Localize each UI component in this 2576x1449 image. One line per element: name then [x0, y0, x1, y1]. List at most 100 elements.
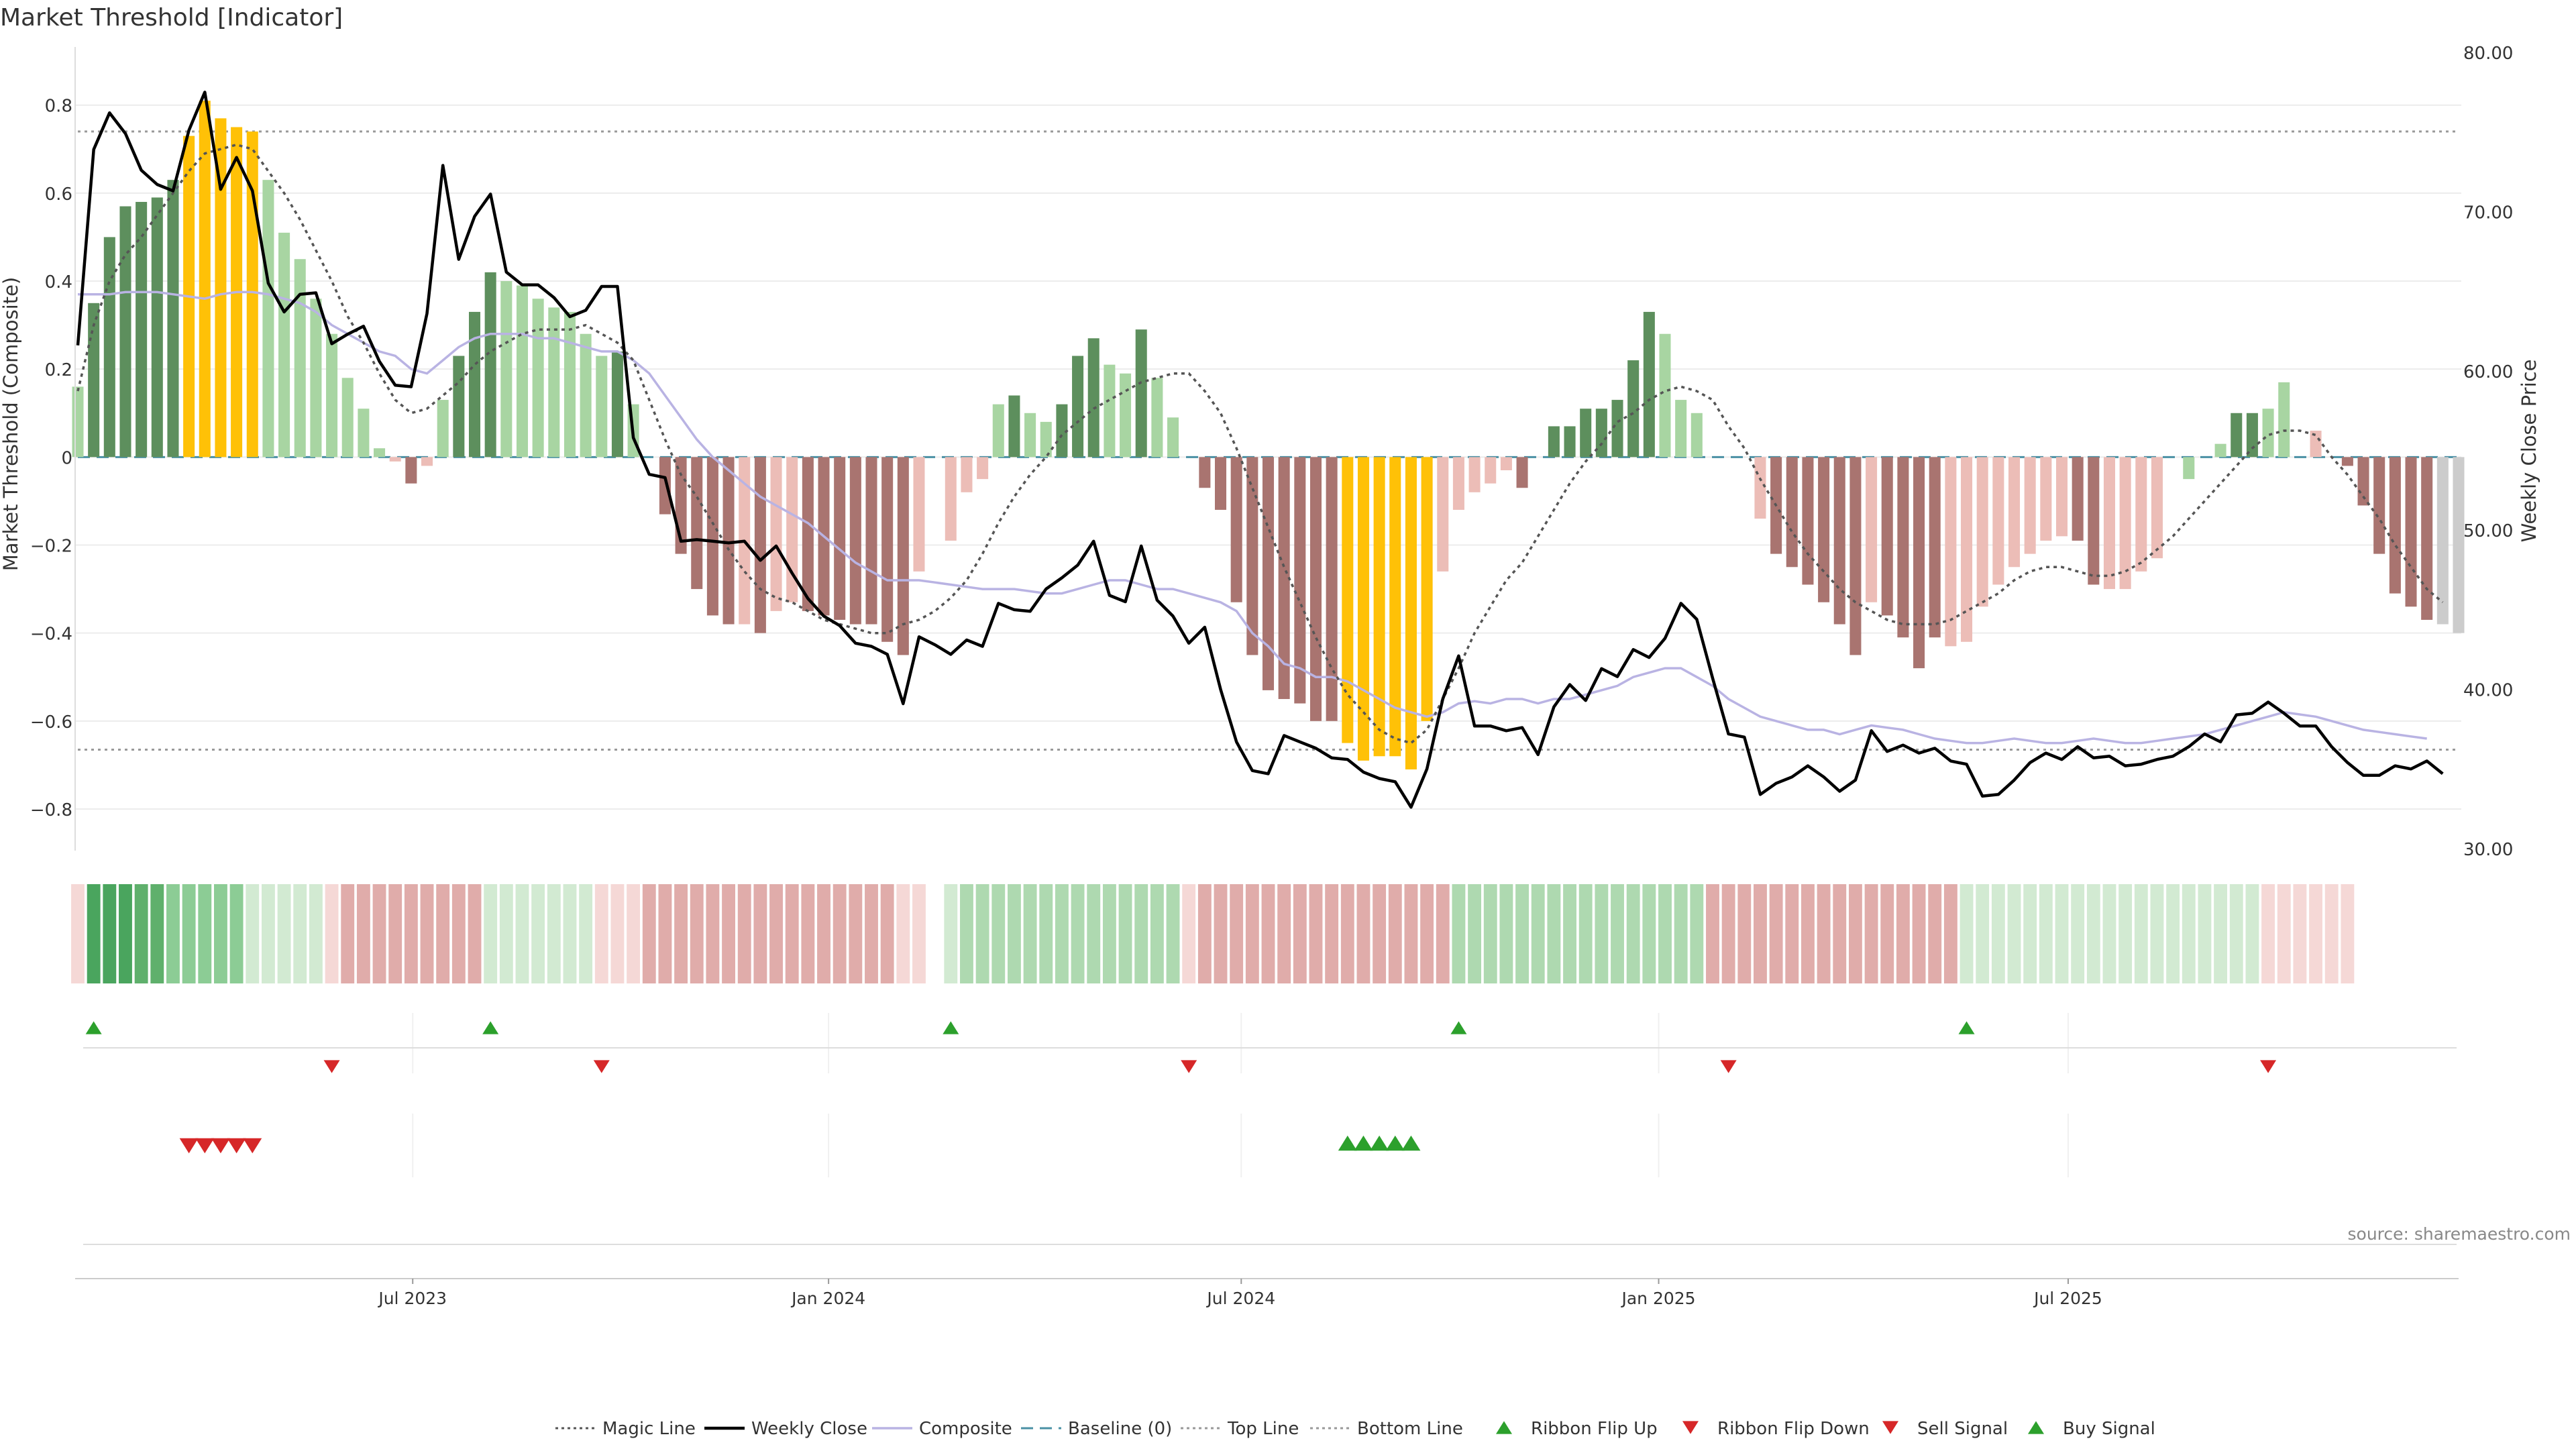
composite-bar: [2103, 457, 2115, 590]
ribbon-cell: [246, 884, 260, 983]
x-tick-label: Jul 2025: [2033, 1289, 2102, 1308]
composite-bar: [1976, 457, 1988, 607]
ribbon-cell: [865, 884, 878, 983]
composite-bar: [1309, 457, 1322, 721]
ribbon-cell: [2023, 884, 2037, 983]
ribbon-flip-up-marker: [1958, 1021, 1975, 1034]
ribbon-cell: [1214, 884, 1228, 983]
composite-bar: [945, 457, 957, 541]
legend-swatch-7: [1682, 1421, 1699, 1434]
composite-bar: [72, 386, 84, 458]
legend-label: Top Line: [1227, 1419, 1299, 1439]
ribbon-flip-down-marker: [2260, 1060, 2277, 1073]
legend-label: Baseline (0): [1068, 1419, 1172, 1439]
ribbon-cell: [2245, 884, 2259, 983]
ribbon-cell: [2261, 884, 2275, 983]
ribbon-cell: [388, 884, 402, 983]
y2-tick-label: 50.00: [2463, 521, 2513, 541]
ribbon-cell: [1293, 884, 1307, 983]
ribbon-cell: [1578, 884, 1593, 983]
ribbon-cell: [103, 884, 117, 983]
y-tick-label: 0.4: [45, 272, 72, 292]
ribbon-cell: [1896, 884, 1910, 983]
composite-bar: [1151, 378, 1163, 458]
ribbon-cell: [1563, 884, 1576, 983]
composite-bar: [2246, 413, 2258, 458]
composite-bar: [1326, 457, 1338, 721]
x-tick-label: Jul 2024: [1205, 1289, 1275, 1308]
composite-bar: [1580, 409, 1592, 458]
sell-signal-marker: [179, 1138, 199, 1154]
sell-signal-marker: [227, 1138, 246, 1154]
ribbon-cell: [484, 884, 498, 983]
ribbon-cell: [2118, 884, 2133, 983]
composite-bar: [136, 201, 148, 458]
composite-bar: [2436, 457, 2449, 625]
composite-bar: [1389, 457, 1401, 757]
buy-signal-marker: [1401, 1135, 1421, 1151]
legend-label: Sell Signal: [1917, 1419, 2008, 1439]
magic-line: [76, 143, 2444, 745]
legend-swatch-8: [1882, 1421, 1898, 1434]
ribbon-cell: [2341, 884, 2355, 983]
ribbon-cell: [309, 884, 323, 983]
x-tick-label: Jul 2023: [377, 1289, 447, 1308]
composite-bar: [1675, 400, 1687, 458]
ribbon-cell: [1150, 884, 1164, 983]
ribbon-cell: [690, 884, 704, 983]
composite-bar: [2183, 457, 2195, 480]
buy-signal-marker: [1354, 1135, 1373, 1151]
composite-bar: [310, 299, 322, 458]
y2-axis-label: Weekly Close Price: [2518, 360, 2540, 543]
ribbon-cell: [2007, 884, 2021, 983]
composite-bar: [1405, 457, 1417, 769]
ribbon-cell: [277, 884, 291, 983]
legend-label: Weekly Close: [751, 1419, 867, 1439]
ribbon-cell: [1880, 884, 1894, 983]
ribbon-cell: [1626, 884, 1640, 983]
ribbon-cell: [1309, 884, 1323, 983]
ribbon-cell: [563, 884, 577, 983]
ribbon-flip-down-marker: [593, 1060, 610, 1073]
ribbon-cell: [991, 884, 1006, 983]
ribbon-cell: [1547, 884, 1561, 983]
composite-bar: [722, 457, 735, 625]
composite-bar: [2357, 457, 2369, 506]
composite-bar: [1452, 457, 1464, 511]
ribbon-cell: [912, 884, 926, 983]
ribbon-cell: [1452, 884, 1466, 983]
composite-bar: [1516, 457, 1528, 488]
composite-bar: [1548, 426, 1560, 458]
composite-bar: [865, 457, 877, 625]
chart-title: Market Threshold [Indicator]: [0, 4, 343, 32]
composite-bar: [1866, 457, 1878, 602]
composite-bar: [2055, 457, 2068, 537]
ribbon-cell: [1785, 884, 1799, 983]
ribbon-cell: [579, 884, 593, 983]
ribbon-cell: [1531, 884, 1545, 983]
ribbon-cell: [944, 884, 958, 983]
composite-bar: [1024, 413, 1036, 458]
composite-bar: [1659, 333, 1671, 458]
x-axis: Jul 2023 Jan 2024 Jul 2024 Jan 2025 Jul 2025: [75, 1278, 2459, 1308]
ribbon-cell: [499, 884, 513, 983]
ribbon-cell: [1118, 884, 1132, 983]
x-tick-label: Jan 2024: [790, 1289, 865, 1308]
signal-markers: [179, 1135, 1421, 1154]
ribbon-cell: [674, 884, 688, 983]
composite-line: [78, 290, 2427, 745]
ribbon-cell: [1611, 884, 1624, 983]
composite-bar: [1008, 395, 1020, 458]
composite-bar: [1135, 329, 1147, 458]
composite-bar: [2024, 457, 2036, 554]
ribbon-cell: [1674, 884, 1688, 983]
composite-bar: [1357, 457, 1369, 761]
composite-bar: [1262, 457, 1275, 690]
ribbon-cell: [515, 884, 529, 983]
sell-signal-marker: [243, 1138, 262, 1154]
ribbon-cell: [1658, 884, 1672, 983]
ribbon-cell: [87, 884, 101, 983]
ribbon-cell: [2214, 884, 2228, 983]
composite-bar: [374, 448, 386, 458]
ribbon-cell: [1754, 884, 1767, 983]
